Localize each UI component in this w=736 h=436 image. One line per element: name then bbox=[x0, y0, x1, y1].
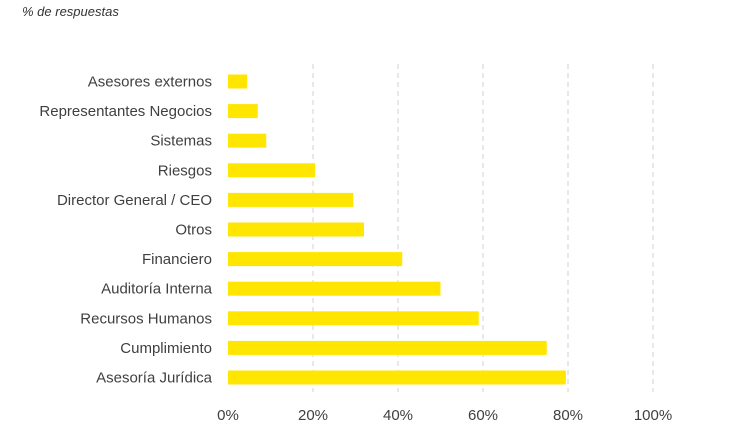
category-label: Asesores externos bbox=[88, 74, 212, 91]
bar bbox=[228, 222, 364, 237]
bar bbox=[228, 163, 316, 178]
x-tick-label: 20% bbox=[298, 407, 328, 424]
bar bbox=[228, 370, 566, 385]
bar bbox=[228, 340, 547, 355]
category-label: Riesgos bbox=[158, 162, 212, 179]
x-tick-label: 80% bbox=[553, 407, 583, 424]
category-label: Director General / CEO bbox=[57, 192, 212, 209]
x-tick-label: 60% bbox=[468, 407, 498, 424]
bar bbox=[228, 74, 248, 89]
bar bbox=[228, 192, 354, 207]
x-tick-label: 0% bbox=[217, 407, 239, 424]
category-label: Cumplimiento bbox=[120, 340, 212, 357]
bar bbox=[228, 311, 479, 326]
chart-subtitle: % de respuestas bbox=[22, 4, 119, 19]
category-label: Otros bbox=[175, 222, 212, 239]
bar bbox=[228, 133, 267, 148]
bars bbox=[228, 74, 566, 385]
category-label: Financiero bbox=[142, 251, 212, 268]
category-label: Representantes Negocios bbox=[39, 103, 212, 120]
x-tick-labels: 0% 20% 40% 60% 80% 100% bbox=[217, 407, 672, 424]
bar bbox=[228, 252, 403, 267]
bar bbox=[228, 281, 441, 296]
category-label: Auditoría Interna bbox=[101, 281, 213, 298]
category-label: Asesoría Jurídica bbox=[96, 370, 213, 387]
x-tick-label: 100% bbox=[634, 407, 672, 424]
bar bbox=[228, 104, 258, 119]
x-tick-label: 40% bbox=[383, 407, 413, 424]
category-labels: Asesores externos Representantes Negocios… bbox=[39, 74, 212, 387]
category-label: Sistemas bbox=[150, 133, 212, 150]
category-label: Recursos Humanos bbox=[80, 310, 212, 327]
